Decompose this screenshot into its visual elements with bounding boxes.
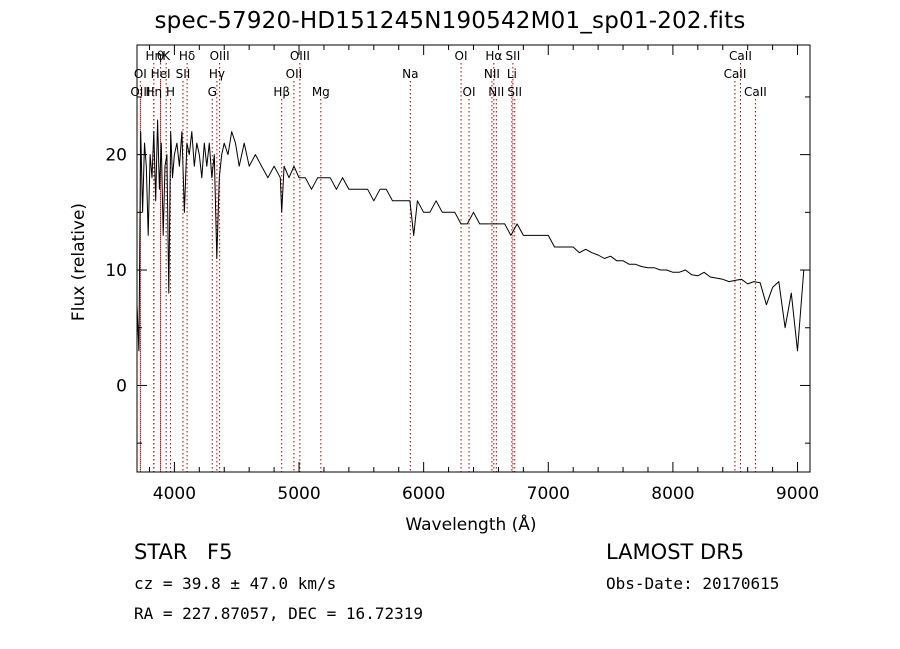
spectral-line-label: Na [402, 67, 418, 81]
spectral-line-label: Mg [312, 85, 330, 99]
plot-frame [136, 44, 811, 473]
spectral-line-label: OI [134, 67, 147, 81]
spectral-line-label: Hδ [179, 49, 195, 63]
spectrum-series [136, 119, 805, 352]
x-axis-label: Wavelength (Å) [405, 513, 536, 535]
spectral-line-label: G [208, 85, 217, 99]
spectral-line-label: NII [488, 85, 504, 99]
spectral-line-label: SII [506, 49, 521, 63]
spectral-line-label: CaII [729, 49, 752, 63]
spectral-line-label: CaII [744, 85, 767, 99]
axis-ticks: 4000 5000 6000 7000 8000 9000 0 10 20 [105, 45, 819, 504]
spectral-line-label: Hη [146, 85, 163, 99]
y-axis-label: Flux (relative) [69, 203, 89, 321]
spectral-line-label: Hβ [273, 85, 290, 99]
spectral-line-label: NII [484, 67, 500, 81]
x-tick-label: 7000 [527, 484, 570, 504]
y-tick-label: 20 [105, 146, 127, 166]
chart-title: spec-57920-HD151245N190542M01_sp01-202.f… [154, 8, 746, 34]
spectral-line-label: OI [455, 49, 468, 63]
spectral-line-label: Hη [146, 49, 163, 63]
x-tick-label: 4000 [153, 484, 196, 504]
object-type: STAR [134, 540, 188, 564]
redshift-cz: cz = 39.8 ± 47.0 km/s [134, 574, 337, 593]
spectral-line-label: θ [157, 49, 164, 63]
x-tick-label: 6000 [402, 484, 445, 504]
spectral-line-label: SII [507, 85, 522, 99]
sub-class: F5 [207, 540, 233, 564]
x-tick-label: 8000 [651, 484, 694, 504]
spectral-line-label: Hγ [209, 67, 225, 81]
x-tick-label: 9000 [776, 484, 819, 504]
y-tick-label: 0 [116, 376, 127, 396]
spectral-line-label: OIII [130, 85, 150, 99]
spectrum-line [136, 119, 805, 352]
observation-date: Obs-Date: 20170615 [606, 574, 780, 593]
spectral-line-label: OIII [210, 49, 230, 63]
spectral-line-label: H [166, 85, 175, 99]
spectral-line-label: SII [176, 67, 191, 81]
spectral-line-label: CaII [724, 67, 747, 81]
spectral-line-label: Li [507, 67, 517, 81]
ra-dec: RA = 227.87057, DEC = 16.72319 [134, 604, 423, 623]
spectral-line-label: HeI [151, 67, 171, 81]
spectral-line-label: K [162, 49, 171, 63]
spectral-line-label: OI [463, 85, 476, 99]
y-tick-label: 10 [105, 261, 127, 281]
spectral-line-label: OIII [290, 49, 310, 63]
spectral-line-label: Hα [485, 49, 502, 63]
x-tick-label: 5000 [277, 484, 320, 504]
survey-name: LAMOST DR5 [606, 540, 745, 564]
spectral-line-label: OII [286, 67, 303, 81]
